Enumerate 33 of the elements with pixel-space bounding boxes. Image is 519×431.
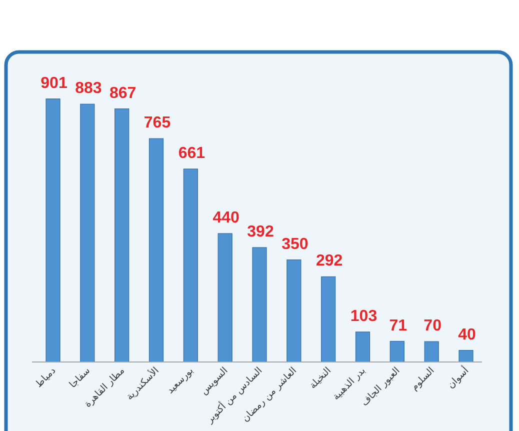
x-tick-label: الأسكندرية — [122, 364, 162, 402]
x-tick-label: النخيلة — [308, 365, 334, 392]
data-label: 883 — [75, 80, 102, 98]
bar — [286, 259, 302, 362]
bar — [390, 340, 404, 362]
data-label: 350 — [282, 236, 308, 253]
bar — [80, 104, 95, 362]
data-label: 661 — [178, 144, 206, 162]
bar — [321, 276, 336, 362]
x-tick-label: السويس — [198, 365, 230, 397]
data-label: 103 — [350, 308, 378, 325]
data-label: 292 — [316, 252, 343, 270]
bar — [114, 108, 130, 362]
data-label: 40 — [458, 326, 476, 344]
data-label: 70 — [424, 318, 442, 335]
x-tick-label: بورسعيد — [165, 365, 196, 396]
x-tick-label: أسوان — [444, 364, 472, 391]
x-tick-label: دمياط — [33, 365, 58, 390]
bar — [218, 233, 232, 362]
data-label: 71 — [389, 317, 408, 334]
x-tick-label: السلوم — [409, 365, 437, 393]
data-label: 392 — [247, 224, 274, 241]
data-label: 867 — [109, 84, 136, 102]
bar — [458, 350, 474, 362]
bar — [148, 138, 164, 362]
data-label: 765 — [144, 114, 171, 132]
bar — [252, 247, 267, 362]
bar — [424, 341, 439, 362]
data-label: 901 — [40, 74, 68, 92]
data-label: 440 — [212, 209, 240, 226]
bar — [355, 332, 370, 362]
bar — [183, 168, 198, 362]
bar — [46, 98, 60, 362]
